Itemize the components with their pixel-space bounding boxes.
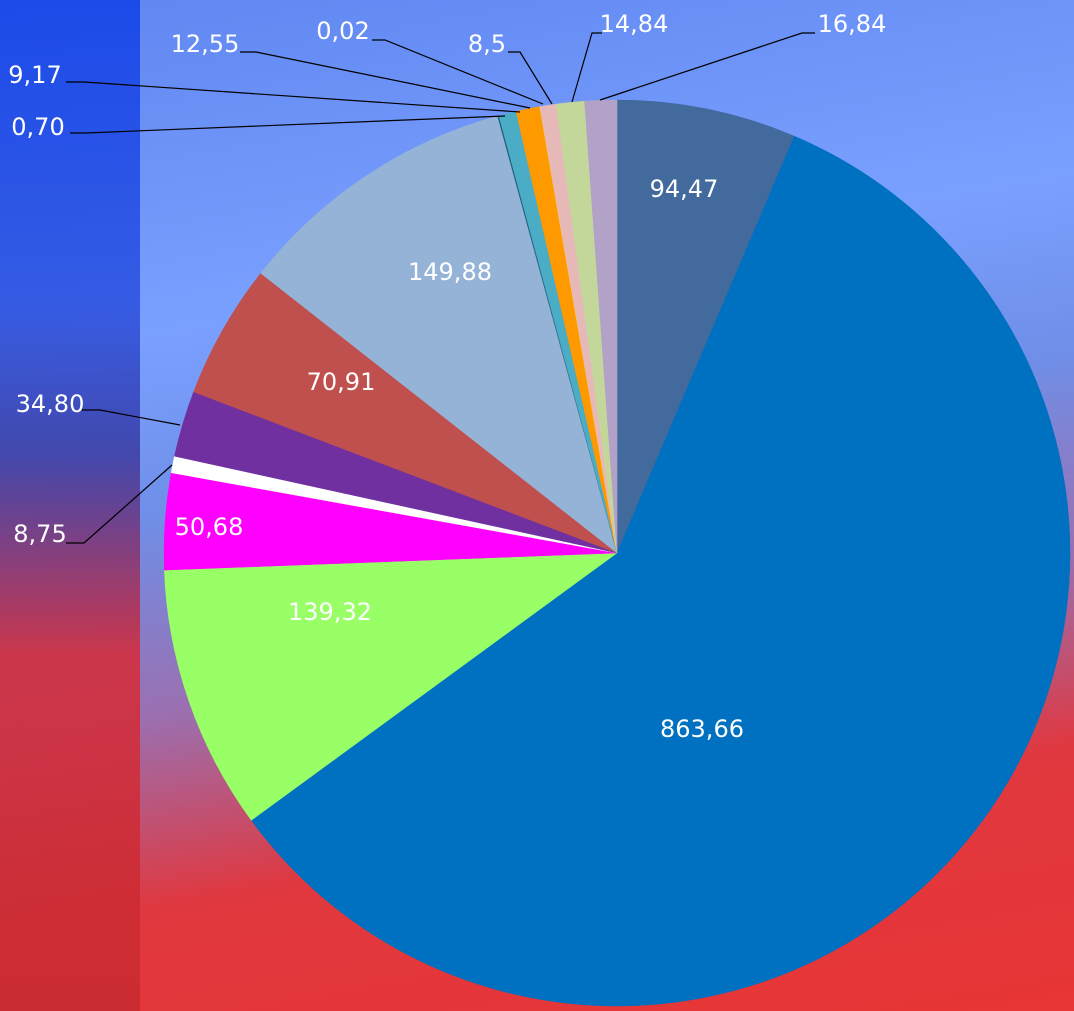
data-label: 0,70 <box>11 113 64 141</box>
data-label: 8,5 <box>468 30 506 58</box>
leader-line <box>240 52 530 108</box>
leader-line <box>70 116 505 133</box>
page: {"chart_data": {"type": "pie", "values":… <box>0 0 1074 1011</box>
data-label: 12,55 <box>171 30 240 58</box>
data-label: 70,91 <box>307 368 376 396</box>
data-label: 50,68 <box>175 513 244 541</box>
leader-line <box>600 33 815 100</box>
data-label: 94,47 <box>650 175 719 203</box>
data-label: 16,84 <box>818 10 887 38</box>
leader-line <box>66 465 172 543</box>
data-label: 0,02 <box>316 17 369 45</box>
data-label: 863,66 <box>660 715 744 743</box>
data-label: 14,84 <box>600 10 669 38</box>
data-label: 34,80 <box>16 390 85 418</box>
leader-line <box>82 410 180 425</box>
leader-line <box>66 82 520 112</box>
data-label: 139,32 <box>288 598 372 626</box>
leader-line <box>508 52 552 104</box>
data-label: 9,17 <box>8 61 61 89</box>
leader-line <box>572 33 602 102</box>
leader-line <box>372 40 543 104</box>
data-label: 8,75 <box>13 520 66 548</box>
data-label: 149,88 <box>408 258 492 286</box>
chart: 94,47 863,66 139,32 50,68 8,75 34,80 70,91 149,… <box>0 0 1074 1011</box>
